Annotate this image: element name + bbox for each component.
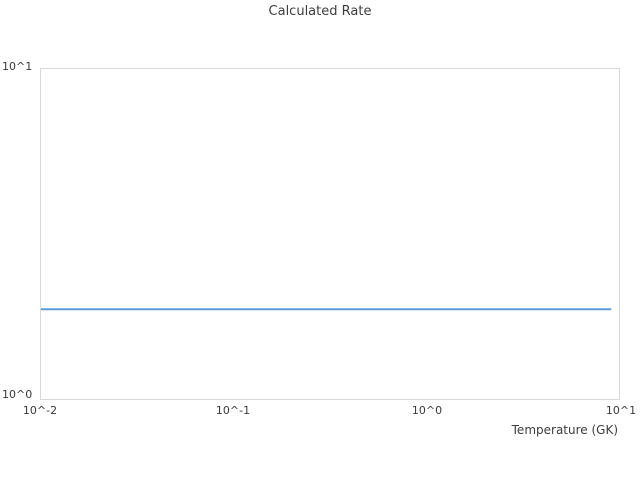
plot-area <box>40 68 620 400</box>
y-tick-label-top: 10^1 <box>2 60 33 73</box>
chart-title: Calculated Rate <box>268 4 372 19</box>
rate-line-plot <box>41 308 612 311</box>
y-tick-label-bottom: 10^0 <box>2 388 33 401</box>
x-tick-label-0: 10^-2 <box>22 404 58 417</box>
x-tick-label-3: 10^1 <box>605 404 637 417</box>
x-tick-label-1: 10^-1 <box>215 404 251 417</box>
x-axis-label: Temperature (GK) <box>511 423 618 437</box>
x-tick-label-2: 10^0 <box>411 404 443 417</box>
